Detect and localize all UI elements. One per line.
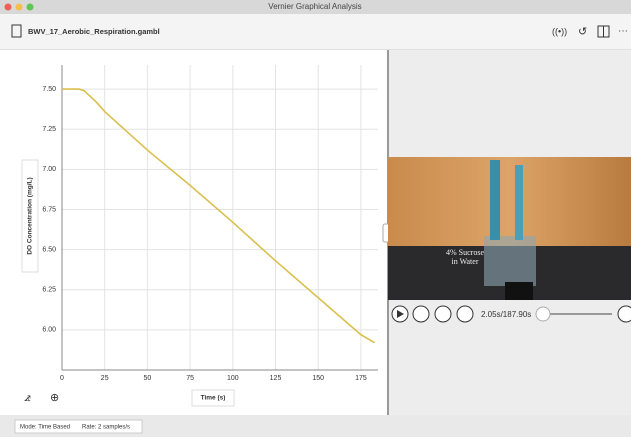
window-title: Vernier Graphical Analysis [268,2,361,11]
title-bar [0,0,631,14]
y-label-box [21,159,39,273]
x-tick-label: 100 [227,375,239,382]
mode-text: Mode: Time Based [20,425,70,431]
y-tick-label: 6.25 [42,287,56,294]
close-button[interactable] [4,3,12,11]
step-back-button[interactable] [434,305,452,323]
y-tick-label: 7.50 [42,86,56,93]
x-tick-label: 50 [144,375,152,382]
step-forward-button[interactable] [456,305,474,323]
x-tick-label: 150 [312,375,324,382]
y-tick-label: 6.50 [42,246,56,253]
x-tick-label: 25 [101,375,109,382]
x-axis-label: Time (s) [201,395,226,402]
mode-box[interactable] [14,419,143,434]
video-caption: 4% Sucrose [446,248,484,257]
beaker [484,236,536,286]
x-tick-label: 175 [355,375,367,382]
minimize-button[interactable] [15,3,23,11]
file-name[interactable]: BWV_17_Aerobic_Respiration.gambl [28,27,160,36]
status-bar [0,415,631,437]
playback-controls [391,305,631,323]
y-axis-label: DO Concentration (mg/L) [27,177,34,254]
graph-options-icon[interactable]: ⦨ [24,390,31,404]
y-tick-label: 7.00 [42,166,56,173]
y-tick-label: 6.00 [42,327,56,334]
data-line [62,88,375,344]
video-caption: in Water [452,257,479,266]
undo-icon[interactable]: ↺ [578,26,587,38]
y-tick-label: 6.75 [42,206,56,213]
video-time: 2.05s/187.90s [481,310,531,319]
zoom-button[interactable] [26,3,34,11]
x-tick-label: 0 [60,375,64,382]
scrubber[interactable] [535,306,551,322]
rate-text: Rate: 2 samples/s [82,425,130,431]
next-button[interactable] [617,305,631,323]
x-tick-label: 75 [186,375,194,382]
x-label-box [191,389,235,407]
graph-panel [0,50,388,415]
zoom-icon[interactable]: ⊕ [50,392,59,404]
y-tick-label: 7.25 [42,126,56,133]
rewind-button[interactable] [412,305,430,323]
more-icon[interactable]: ··· [618,26,628,37]
sensor-icon[interactable]: ((•)) [552,26,567,36]
x-tick-label: 125 [270,375,282,382]
toolbar [0,14,631,50]
file-icon [11,24,22,38]
